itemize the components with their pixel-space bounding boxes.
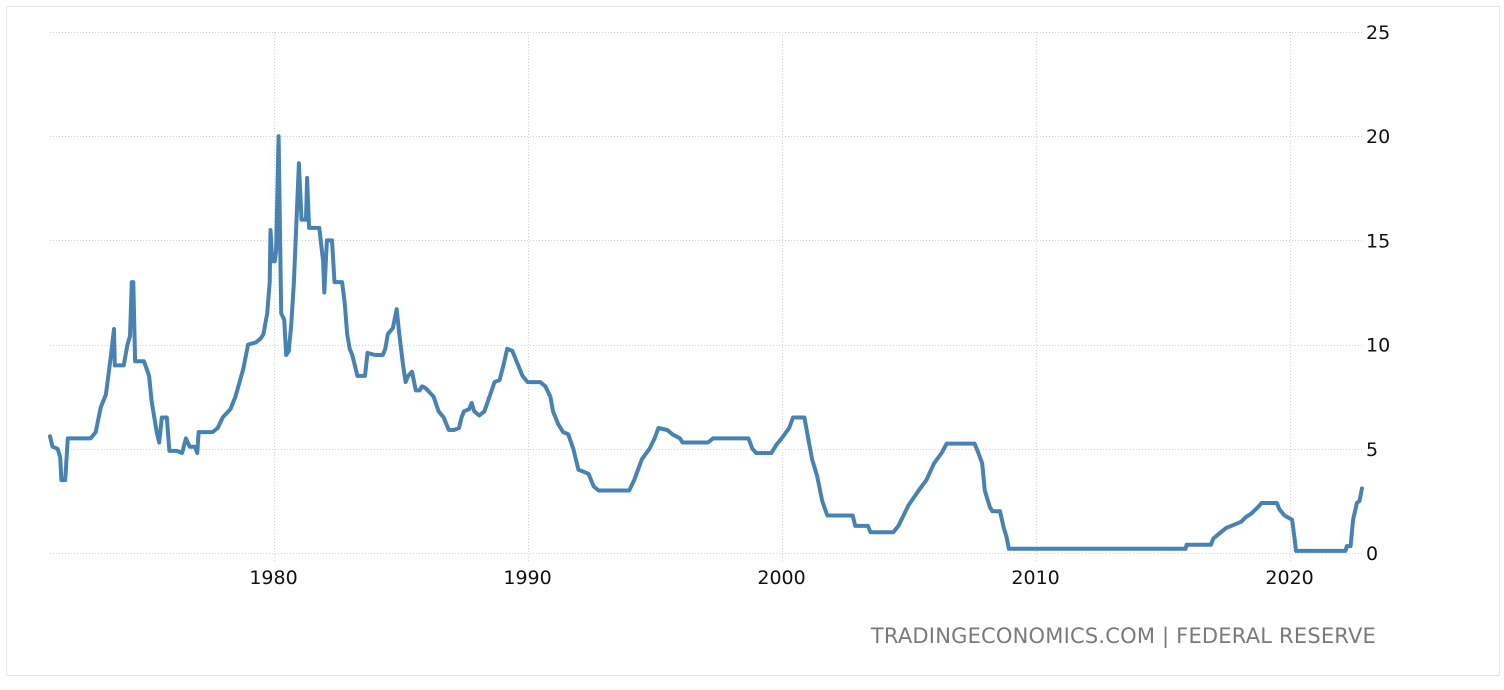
source-credit: TRADINGECONOMICS.COM | FEDERAL RESERVE — [870, 624, 1376, 648]
x-tick-label: 1980 — [249, 567, 297, 589]
y-tick-label: 10 — [1366, 335, 1390, 357]
x-axis-tick-labels: 1980 1990 2000 2010 2020 — [249, 567, 1313, 589]
y-tick-label: 25 — [1366, 22, 1390, 44]
y-tick-label: 20 — [1366, 126, 1390, 148]
x-tick-label: 2010 — [1011, 567, 1059, 589]
grid-lines — [50, 32, 1362, 561]
x-tick-label: 1990 — [503, 567, 551, 589]
x-tick-label: 2000 — [757, 567, 805, 589]
series-layer — [48, 134, 1364, 553]
y-tick-label: 0 — [1366, 543, 1378, 565]
y-axis-tick-labels: 0 5 10 15 20 25 — [1366, 22, 1390, 565]
y-tick-label: 5 — [1366, 439, 1378, 461]
x-tick-label: 2020 — [1265, 567, 1313, 589]
interest-rate-series-line — [48, 134, 1364, 553]
y-tick-label: 15 — [1366, 230, 1390, 252]
chart-frame — [6, 6, 1500, 676]
